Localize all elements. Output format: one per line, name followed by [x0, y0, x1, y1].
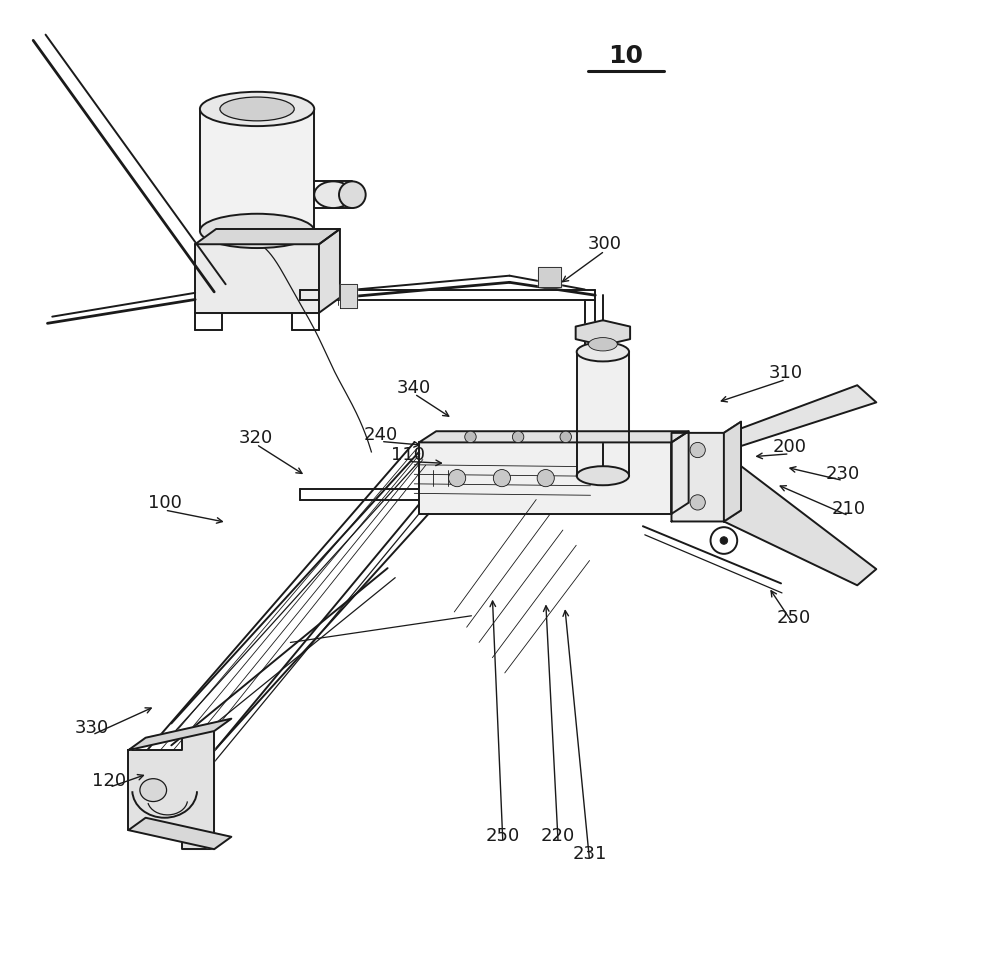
Polygon shape — [671, 422, 741, 522]
Polygon shape — [419, 442, 671, 514]
Text: 200: 200 — [773, 438, 807, 456]
Text: 231: 231 — [572, 845, 607, 863]
Circle shape — [465, 431, 476, 443]
Circle shape — [493, 470, 510, 486]
Text: 320: 320 — [239, 429, 273, 447]
Polygon shape — [340, 284, 357, 308]
Text: 120: 120 — [92, 772, 126, 790]
Text: 330: 330 — [75, 719, 109, 737]
Ellipse shape — [140, 778, 167, 801]
Text: 100: 100 — [148, 494, 182, 512]
Circle shape — [560, 431, 571, 443]
Polygon shape — [419, 431, 689, 442]
Text: 240: 240 — [364, 426, 398, 444]
Ellipse shape — [339, 182, 366, 208]
Ellipse shape — [200, 92, 314, 126]
Text: 300: 300 — [588, 235, 622, 254]
Text: 10: 10 — [608, 43, 643, 67]
Text: 220: 220 — [541, 826, 575, 845]
Ellipse shape — [200, 213, 314, 248]
Text: 210: 210 — [832, 500, 866, 518]
Text: 250: 250 — [776, 608, 811, 627]
Polygon shape — [319, 229, 340, 313]
Ellipse shape — [588, 337, 617, 351]
Circle shape — [449, 470, 466, 486]
Text: 110: 110 — [391, 446, 425, 464]
Polygon shape — [538, 267, 561, 287]
Circle shape — [690, 495, 705, 510]
Polygon shape — [128, 731, 214, 850]
Polygon shape — [577, 352, 629, 476]
Polygon shape — [128, 818, 231, 850]
Polygon shape — [195, 244, 319, 313]
Ellipse shape — [577, 466, 629, 485]
Text: 340: 340 — [397, 379, 431, 397]
Polygon shape — [724, 385, 876, 450]
Ellipse shape — [220, 97, 294, 121]
Text: 310: 310 — [769, 364, 803, 382]
Text: 230: 230 — [826, 465, 860, 482]
Polygon shape — [576, 320, 630, 345]
Circle shape — [720, 536, 728, 544]
Circle shape — [537, 470, 554, 486]
Circle shape — [512, 431, 524, 443]
Polygon shape — [195, 229, 340, 244]
Ellipse shape — [314, 182, 352, 208]
Polygon shape — [724, 456, 876, 585]
Ellipse shape — [577, 342, 629, 361]
Polygon shape — [671, 431, 689, 514]
Polygon shape — [200, 109, 314, 242]
Circle shape — [711, 528, 737, 554]
Text: 250: 250 — [486, 826, 520, 845]
Polygon shape — [128, 719, 231, 751]
Circle shape — [690, 442, 705, 457]
Polygon shape — [724, 422, 741, 522]
